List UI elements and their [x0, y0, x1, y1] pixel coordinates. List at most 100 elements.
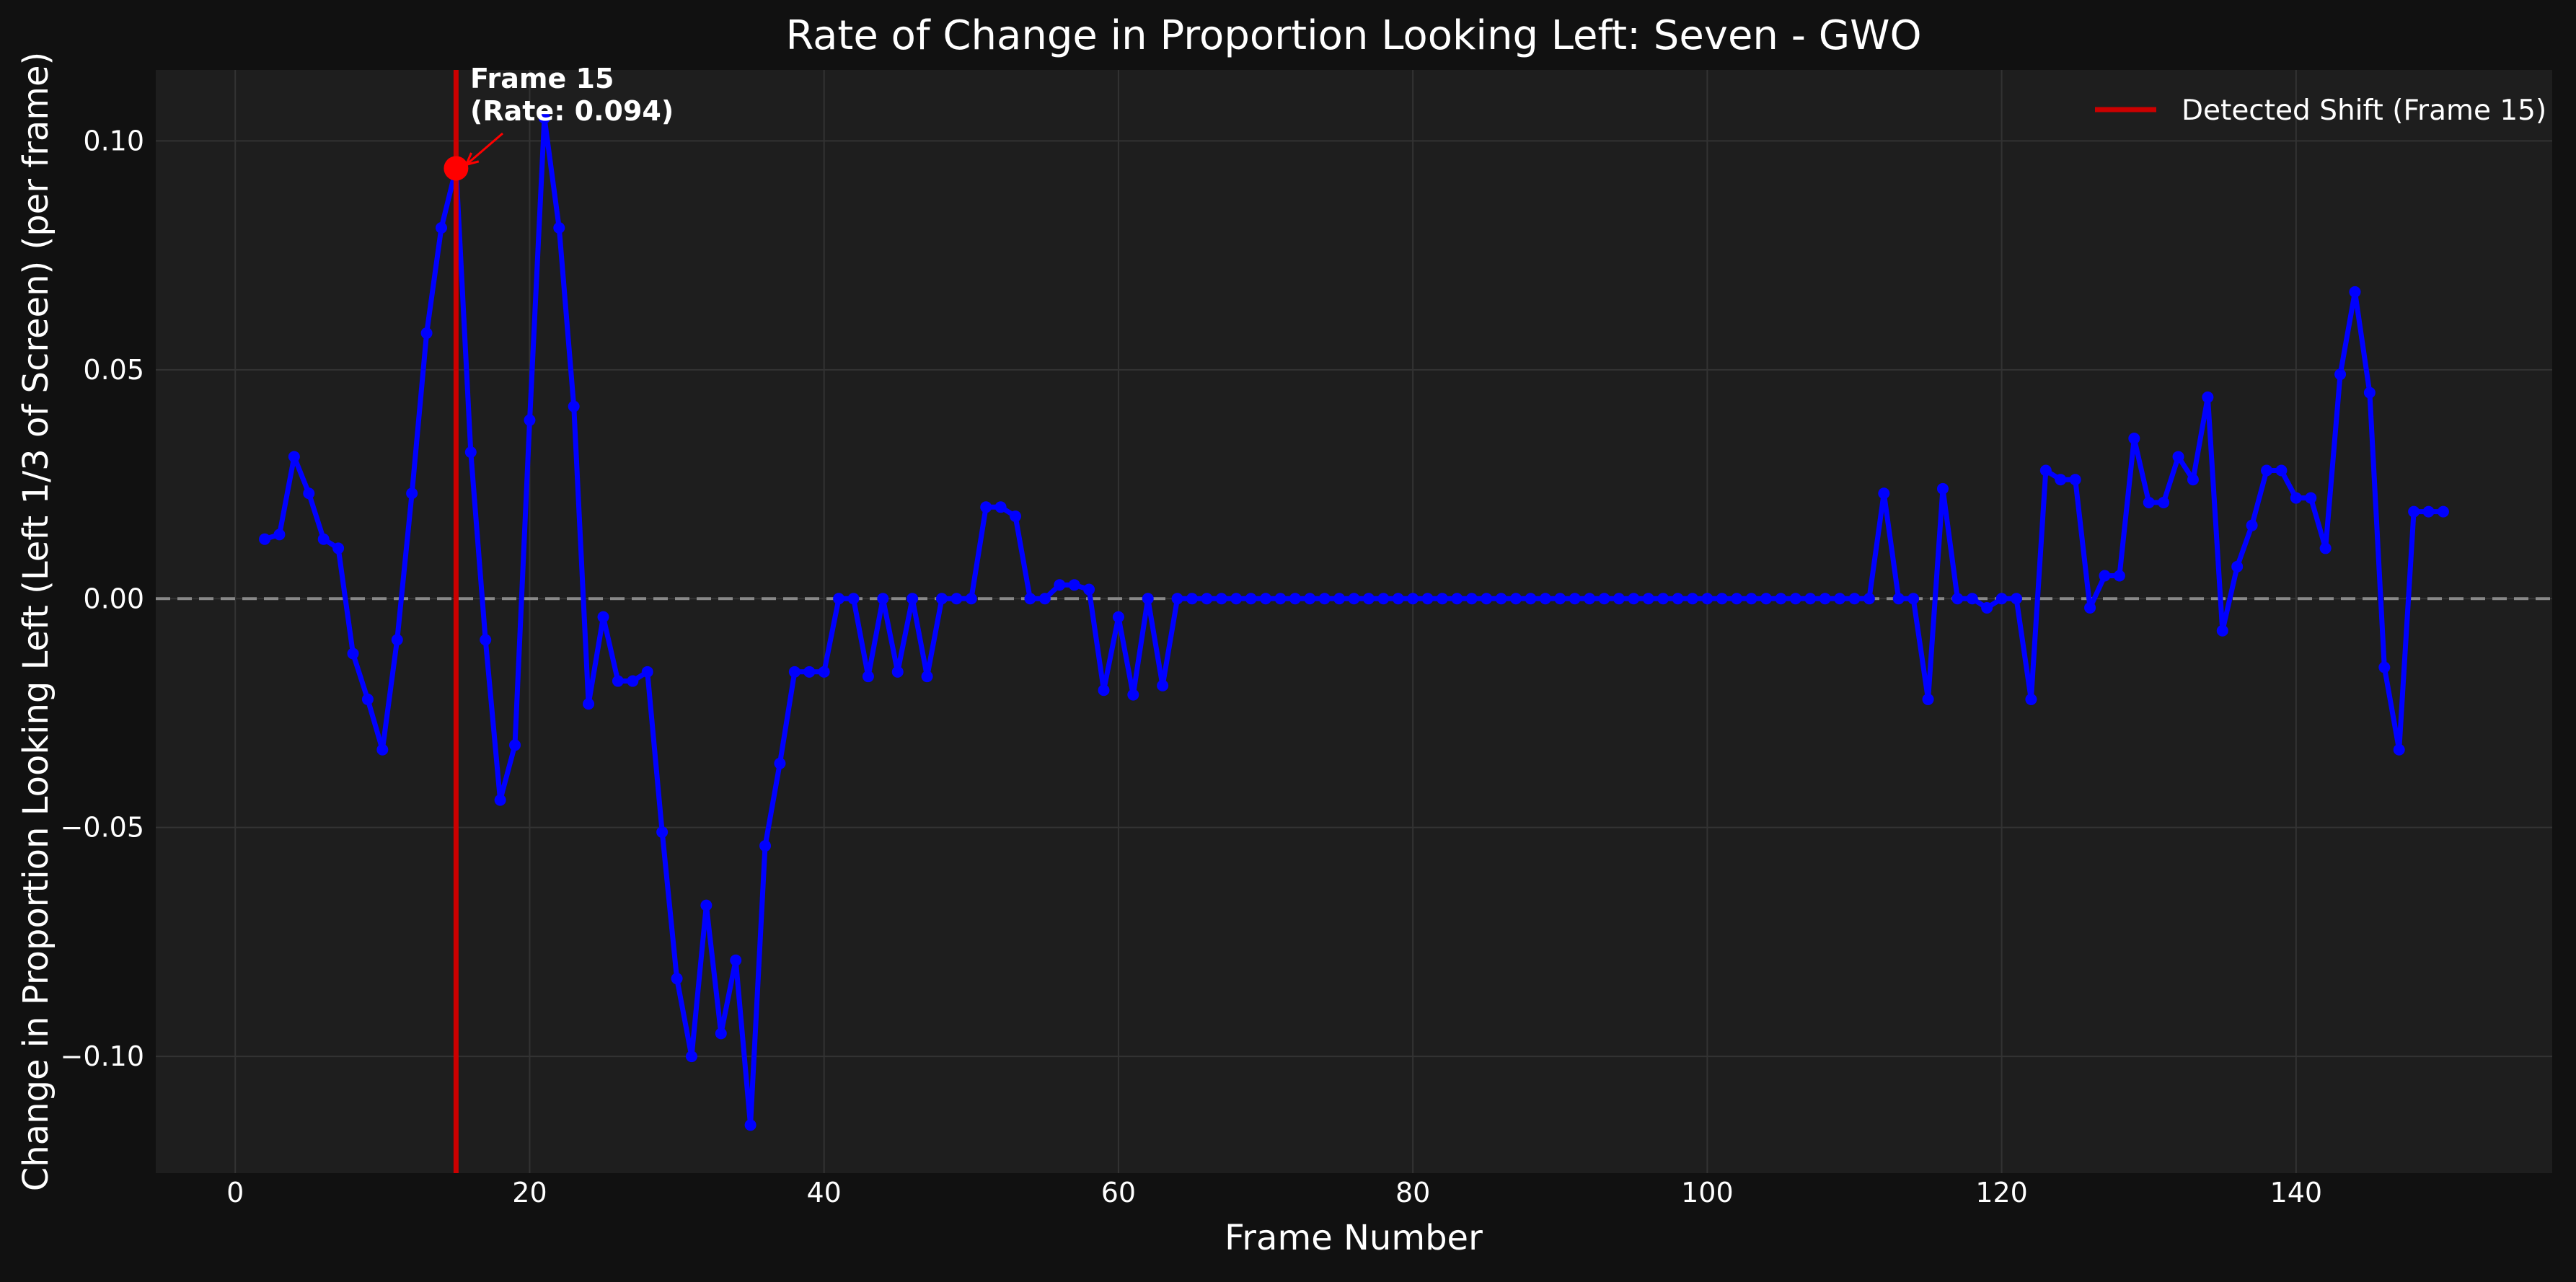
data-point — [833, 593, 845, 605]
annotation-arrowhead — [464, 152, 480, 167]
shift-annotation: Frame 15 (Rate: 0.094) — [470, 63, 674, 127]
data-point — [2025, 693, 2037, 705]
y-tick-label: 0.05 — [83, 354, 144, 386]
y-tick-label: −0.05 — [61, 812, 144, 844]
data-point — [950, 593, 963, 605]
data-point — [347, 647, 359, 660]
legend: Detected Shift (Frame 15) — [2095, 94, 2546, 127]
highlight-point — [444, 156, 469, 181]
data-point — [627, 675, 639, 687]
chart-title: Rate of Change in Proportion Looking Lef… — [785, 12, 1921, 59]
data-point — [2261, 464, 2273, 477]
data-point — [1112, 611, 1124, 623]
x-tick-label: 120 — [1975, 1177, 2028, 1208]
data-point — [1421, 593, 1434, 605]
data-point — [1907, 593, 1920, 605]
data-point — [259, 533, 271, 545]
y-tick-label: 0.00 — [83, 583, 144, 614]
data-point — [1936, 482, 1949, 495]
data-point — [2290, 492, 2302, 504]
data-point — [1392, 593, 1404, 605]
data-point — [685, 1051, 697, 1063]
data-point — [2055, 474, 2067, 486]
data-point — [1010, 510, 1022, 522]
data-point — [420, 327, 433, 340]
data-point — [1127, 689, 1139, 701]
data-point — [2099, 570, 2111, 582]
data-point — [2113, 570, 2125, 582]
data-point — [1892, 593, 1905, 605]
data-point — [435, 222, 447, 234]
data-point — [1716, 593, 1728, 605]
data-point — [1598, 593, 1610, 605]
data-point — [1878, 487, 1890, 500]
data-point — [1525, 593, 1537, 605]
data-point — [1318, 593, 1331, 605]
data-point — [2039, 464, 2052, 477]
data-point — [1863, 593, 1875, 605]
data-point — [1230, 593, 1243, 605]
x-tick-label: 60 — [1101, 1177, 1136, 1208]
shift-markers — [444, 70, 503, 1173]
data-point — [406, 487, 418, 500]
data-point — [1333, 593, 1346, 605]
data-point — [524, 414, 536, 426]
data-point — [2363, 386, 2376, 399]
data-point — [788, 666, 800, 678]
data-point — [656, 826, 669, 839]
data-point — [464, 446, 477, 459]
legend-label-detected-shift: Detected Shift (Frame 15) — [2182, 94, 2546, 127]
data-point — [715, 1027, 727, 1040]
data-point — [1186, 593, 1198, 605]
x-tick-label: 20 — [512, 1177, 547, 1208]
data-point — [1451, 593, 1463, 605]
data-point — [2172, 451, 2184, 463]
data-point — [1481, 593, 1493, 605]
data-point — [671, 973, 683, 985]
data-point — [891, 666, 904, 678]
x-tick-label: 0 — [226, 1177, 244, 1208]
data-point — [1289, 593, 1301, 605]
data-point — [1819, 593, 1831, 605]
y-axis-label: Change in Proportion Looking Left (Left … — [16, 52, 56, 1192]
data-point — [2408, 505, 2420, 518]
data-point — [1834, 593, 1846, 605]
data-point — [1304, 593, 1316, 605]
data-point — [1098, 684, 1110, 697]
data-point — [376, 743, 389, 756]
data-point — [847, 593, 860, 605]
data-point — [1642, 593, 1654, 605]
data-point — [494, 794, 506, 806]
data-point — [1731, 593, 1743, 605]
data-point — [597, 611, 609, 623]
data-point — [1171, 593, 1183, 605]
data-point — [1436, 593, 1448, 605]
axis-ticks: 0 20 40 60 80 100 120 140 −0.10 −0.05 0.00 0.05 0.10 — [61, 125, 2323, 1208]
data-point — [2128, 433, 2140, 445]
data-point — [1054, 579, 1066, 591]
x-tick-label: 140 — [2270, 1177, 2323, 1208]
data-point — [1495, 593, 1507, 605]
data-point — [818, 666, 830, 678]
data-point — [803, 666, 816, 678]
data-point — [2011, 593, 2023, 605]
data-point — [1038, 593, 1051, 605]
data-point — [730, 954, 742, 966]
data-point — [1539, 593, 1551, 605]
annotation-frame-label: Frame 15 — [470, 63, 614, 94]
data-point — [774, 757, 786, 769]
annotation-rate-label: (Rate: 0.094) — [470, 95, 674, 127]
data-point — [2349, 286, 2361, 298]
data-point — [303, 487, 315, 500]
data-point — [391, 634, 403, 646]
data-point — [1966, 593, 1978, 605]
data-point — [700, 899, 713, 911]
data-point — [1465, 593, 1478, 605]
data-point — [288, 451, 300, 463]
data-point — [1981, 601, 1993, 614]
data-point — [1274, 593, 1287, 605]
data-point — [273, 529, 286, 541]
data-point — [1775, 593, 1787, 605]
data-point — [2334, 368, 2347, 381]
